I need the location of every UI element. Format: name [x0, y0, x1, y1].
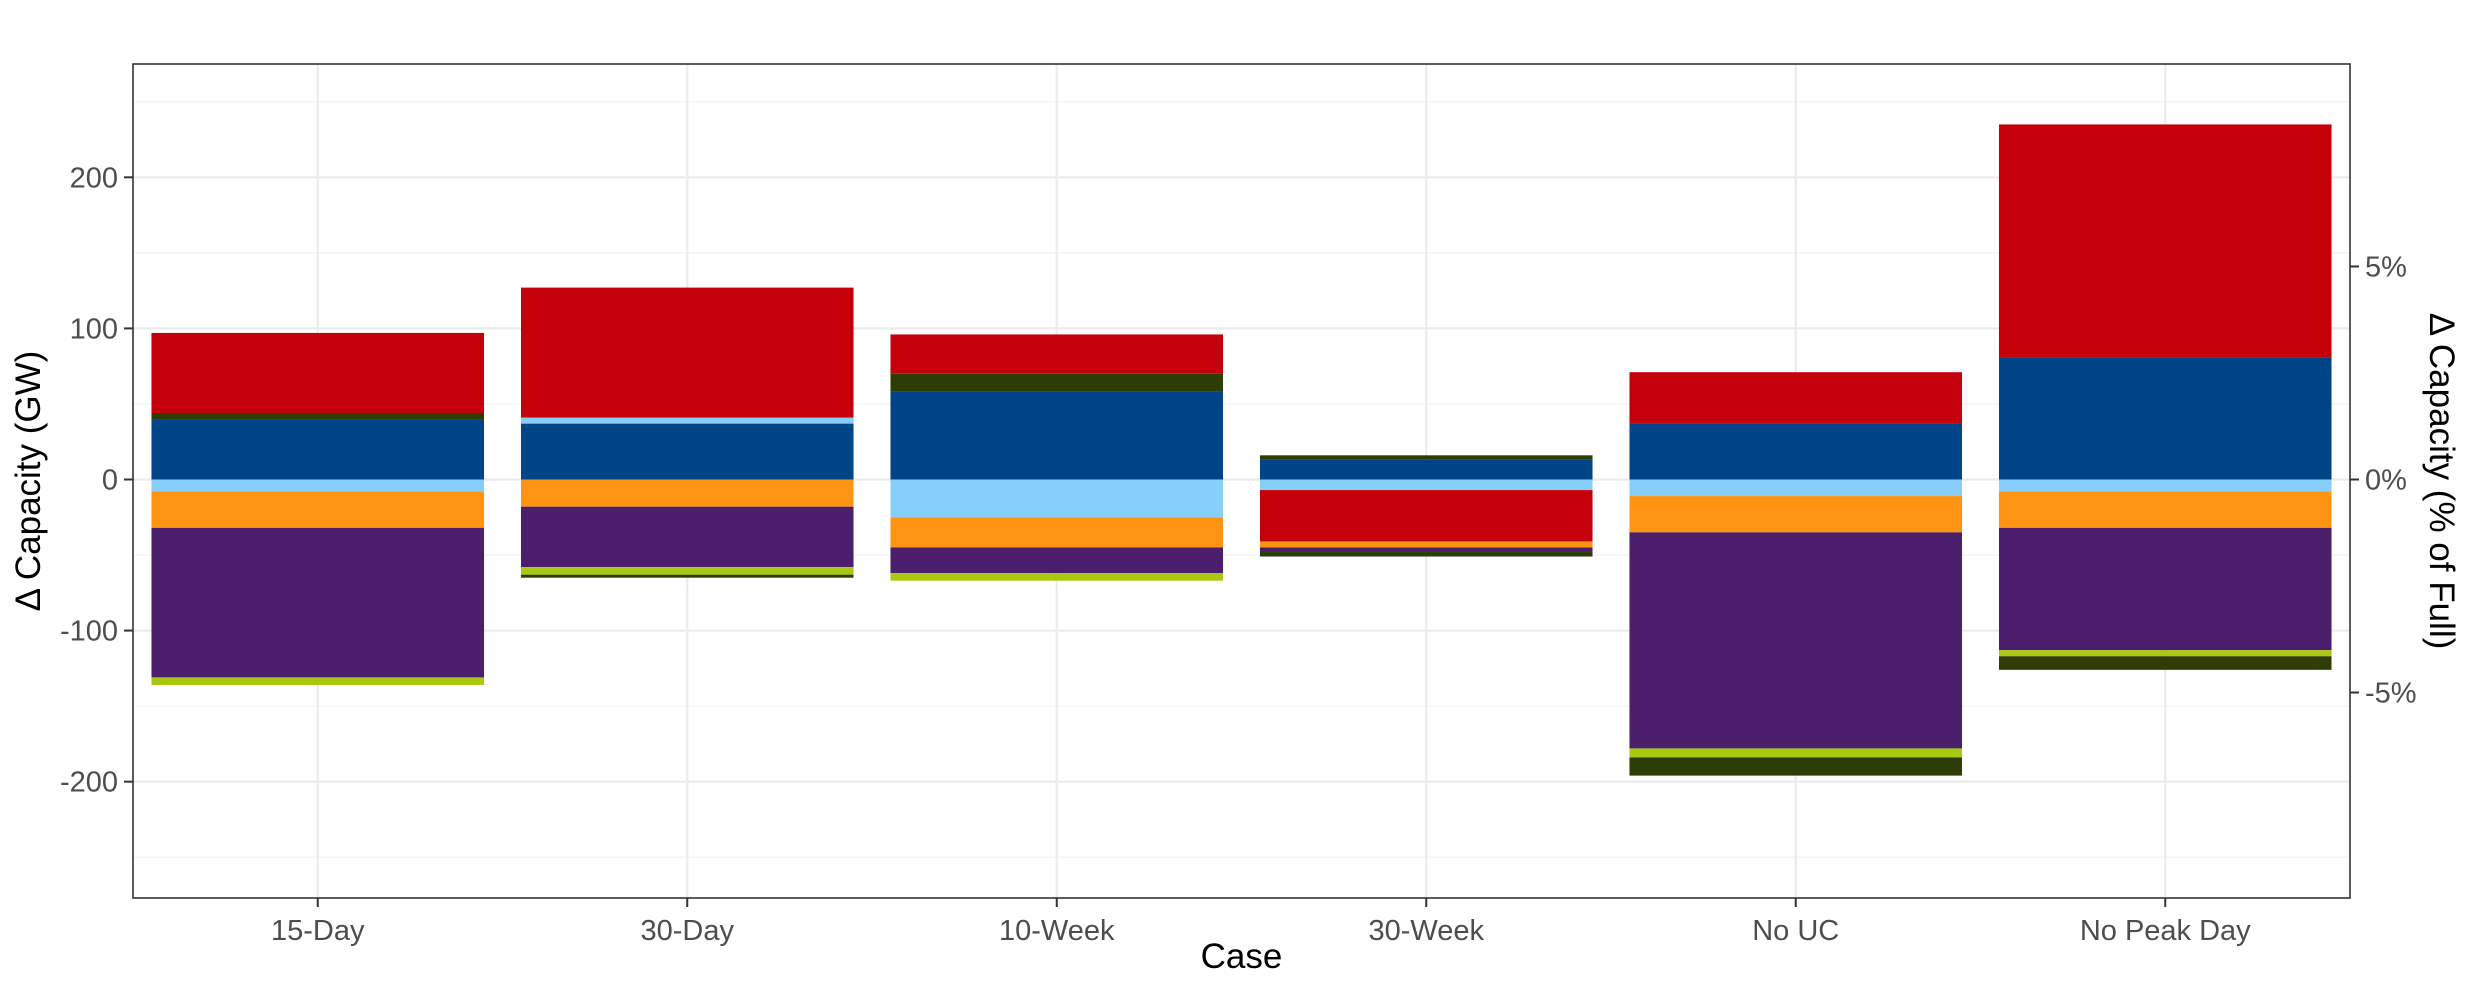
bar-segment-10-week-series-2	[890, 479, 1224, 518]
bar-segment-30-week-series-1	[1259, 459, 1593, 480]
bar-segment-no-peak-day-series-7	[1998, 650, 2332, 657]
y2-tick-label: 5%	[2365, 251, 2407, 283]
x-tick-label: 10-Week	[999, 915, 1115, 947]
bar-segment-no-uc-series-8	[1629, 757, 1963, 776]
bar-segment-no-uc-series-1	[1629, 423, 1963, 480]
bar-segment-15-day-series-1	[151, 419, 485, 480]
bar-segment-30-week-series-4	[1259, 490, 1593, 542]
bar-segment-15-day-series-4	[151, 332, 485, 414]
bar-segment-30-week-series-8	[1259, 552, 1593, 557]
bar-segment-10-week-series-3	[890, 373, 1224, 392]
y-tick-label: 100	[70, 313, 118, 345]
bar-segment-30-day-series-4	[520, 287, 854, 418]
bar-segment-10-week-series-6	[890, 547, 1224, 574]
bar-segment-no-peak-day-series-6	[1998, 527, 2332, 651]
bar-segment-no-peak-day-series-8	[1998, 656, 2332, 670]
bar-segment-no-uc-series-7	[1629, 748, 1963, 758]
x-tick-label: No UC	[1752, 915, 1839, 947]
bar-segment-10-week-series-7	[890, 573, 1224, 581]
bar-segment-30-week-series-5	[1259, 541, 1593, 548]
bar-segment-30-day-series-2	[520, 417, 854, 424]
bar-segment-30-day-series-7	[520, 567, 854, 575]
bar-segment-15-day-series-5	[151, 491, 485, 528]
bar-segment-30-day-series-5	[520, 479, 854, 507]
bar-segment-no-uc-series-2	[1629, 479, 1963, 497]
plot-panel-border	[132, 63, 2351, 899]
bar-segment-10-week-series-5	[890, 517, 1224, 548]
bar-segment-15-day-series-6	[151, 527, 485, 678]
x-tick-label: No Peak Day	[2080, 915, 2251, 947]
bar-segment-no-peak-day-series-4	[1998, 124, 2332, 358]
x-tick-label: 30-Day	[641, 915, 735, 947]
bar-segment-10-week-series-4	[890, 334, 1224, 374]
y2-axis-title: Δ Capacity (% of Full)	[2422, 313, 2461, 650]
bar-segment-30-week-series-3	[1259, 455, 1593, 460]
y-tick-label: -100	[60, 616, 118, 648]
bar-segment-30-week-series-2	[1259, 479, 1593, 491]
bar-segment-no-peak-day-series-5	[1998, 491, 2332, 528]
y2-tick-label: -5%	[2365, 678, 2417, 710]
bar-segment-no-uc-series-6	[1629, 532, 1963, 749]
bar-segment-no-peak-day-series-2	[1998, 479, 2332, 492]
y-tick-label: 0	[102, 464, 118, 496]
bar-segment-30-day-series-6	[520, 506, 854, 568]
x-axis-title: Case	[1201, 937, 1283, 976]
y-axis-title: Δ Capacity (GW)	[9, 351, 48, 612]
axis-ticks: -200 -100 0 100 200 -5% 0% 5% 15-Day 30-Day 10-Wee…	[60, 162, 2417, 947]
bar-segment-no-peak-day-series-1	[1998, 357, 2332, 480]
y-tick-label: 200	[70, 162, 118, 194]
y2-tick-label: 0%	[2365, 464, 2407, 496]
bar-segment-30-day-series-1	[520, 423, 854, 480]
bar-segment-15-day-series-3	[151, 413, 485, 420]
bar-segment-no-uc-series-4	[1629, 372, 1963, 424]
bar-segment-15-day-series-7	[151, 677, 485, 685]
stacked-bars	[151, 124, 2332, 776]
x-tick-label: 15-Day	[271, 915, 365, 947]
bar-segment-30-day-series-8	[520, 574, 854, 578]
bar-segment-10-week-series-1	[890, 391, 1224, 480]
y-tick-label: -200	[60, 767, 118, 799]
x-tick-label: 30-Week	[1368, 915, 1484, 947]
bar-segment-no-uc-series-5	[1629, 496, 1963, 533]
bar-segment-15-day-series-2	[151, 479, 485, 492]
bar-segment-30-week-series-6	[1259, 547, 1593, 553]
